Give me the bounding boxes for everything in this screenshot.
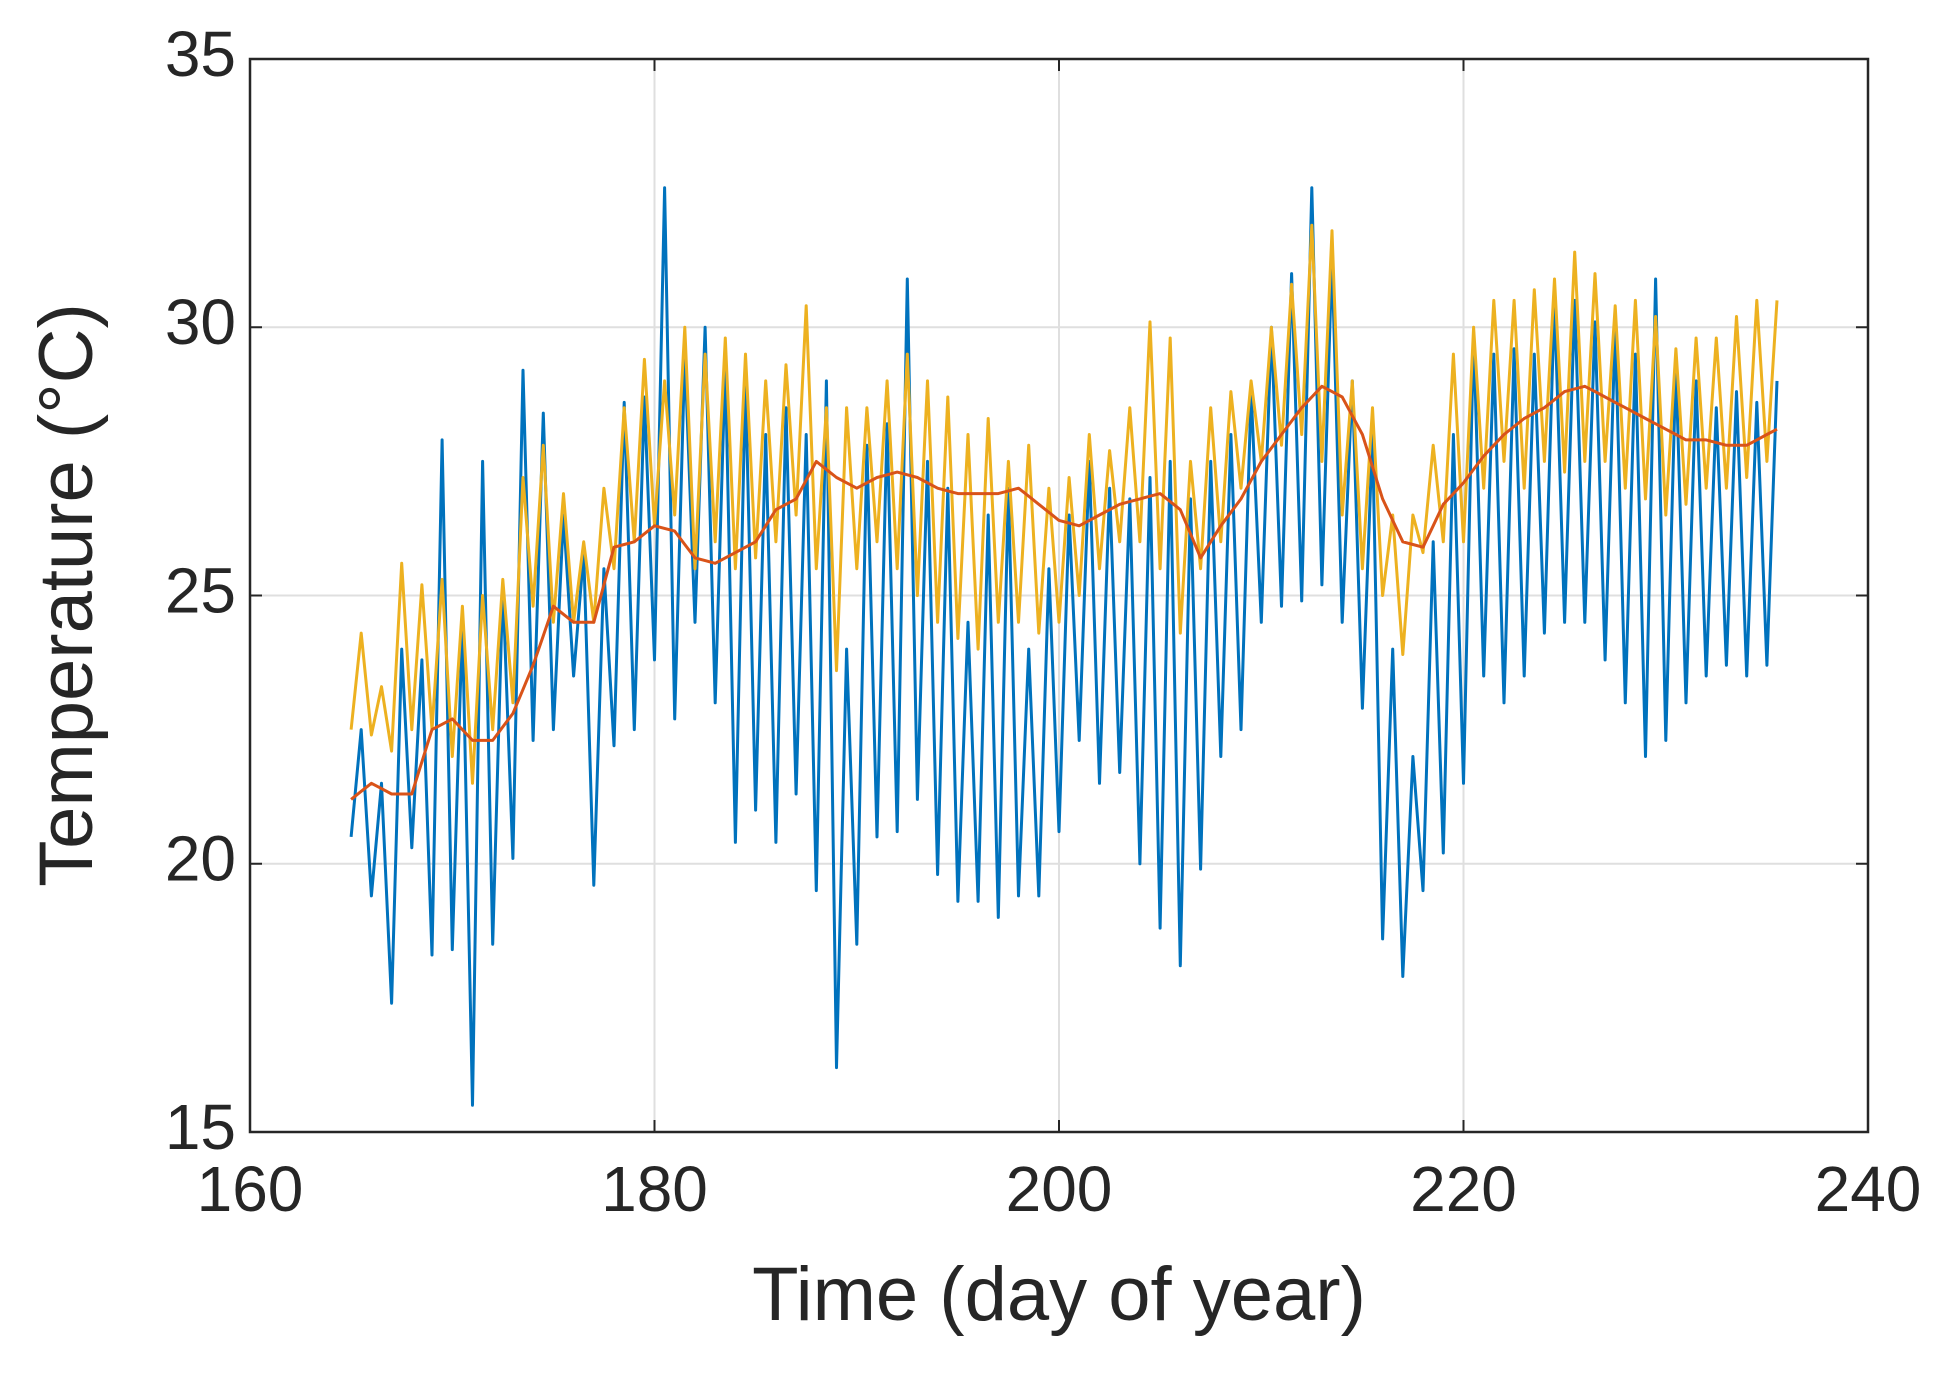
y-axis-label: Temperature (°C)	[24, 303, 109, 887]
y-tick-label: 20	[165, 823, 236, 895]
y-tick-label: 30	[165, 286, 236, 358]
x-axis-label: Time (day of year)	[752, 1252, 1366, 1337]
y-tick-label: 25	[165, 554, 236, 626]
plot-frame	[248, 57, 1870, 1134]
y-tick-label: 15	[165, 1091, 236, 1163]
y-tick-label: 35	[165, 18, 236, 90]
x-tick-label: 220	[1410, 1153, 1517, 1225]
data-line	[349, 186, 1779, 1107]
x-tick-label: 240	[1815, 1153, 1922, 1225]
x-tick-label: 180	[601, 1153, 708, 1225]
x-tick-label: 160	[197, 1153, 304, 1225]
data-line	[350, 384, 1778, 801]
x-tick-label: 200	[1006, 1153, 1113, 1225]
data-line	[349, 223, 1779, 785]
